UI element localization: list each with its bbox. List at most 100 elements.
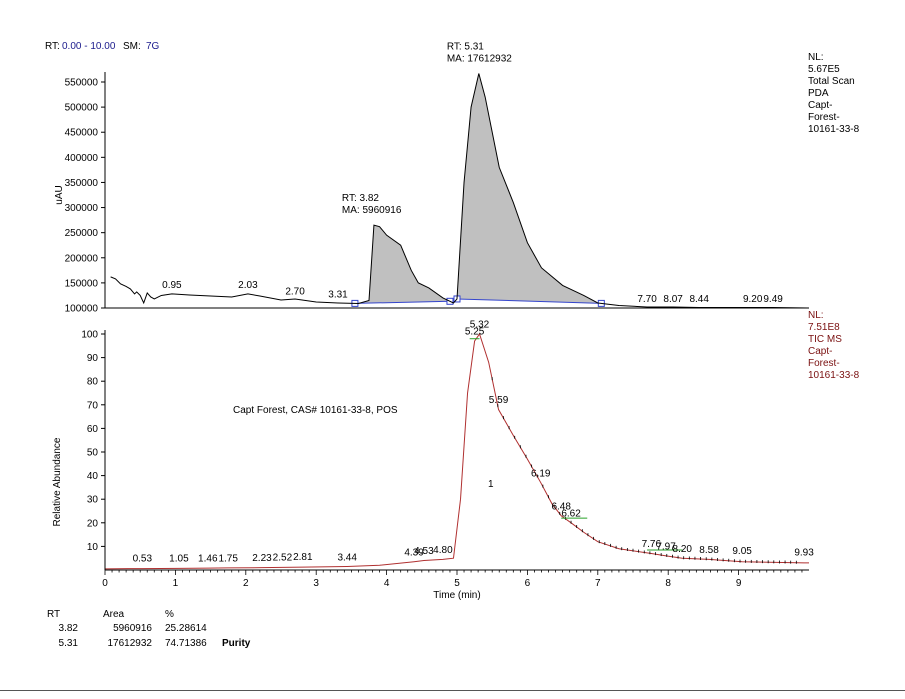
pda-legend-line: NL:: [808, 52, 824, 63]
pda-peak-label: 2.03: [238, 280, 258, 291]
tic-peak-label: 5.32: [470, 320, 490, 331]
pda-peak-label: 8.07: [663, 294, 683, 305]
sm-label: SM:: [123, 41, 141, 52]
table-row-1-percent: 25.28614: [165, 623, 207, 634]
tic-y-tick-label: 30: [87, 495, 99, 506]
table-row-2-area: 17612932: [108, 638, 153, 649]
tic-peak-label: 2.81: [293, 552, 313, 563]
tic-x-tick-label: 7: [595, 578, 601, 589]
tic-peak-label: 7.76: [642, 539, 662, 550]
pda-y-tick-label: 400000: [65, 153, 99, 164]
tic-chart-title: Capt Forest, CAS# 10161-33-8, POS: [233, 405, 398, 416]
pda-y-tick-label: 450000: [65, 128, 99, 139]
tic-y-tick-label: 20: [87, 518, 99, 529]
table-header-area: Area: [103, 609, 125, 620]
tic-peak-label: 5.59: [489, 395, 509, 406]
rt-range: 0.00 - 10.00: [62, 41, 116, 52]
tic-legend-line: Forest-: [808, 358, 840, 369]
tic-x-tick-label: 3: [313, 578, 319, 589]
tic-peak-label: 8.20: [673, 544, 693, 555]
table-row-1-area: 5960916: [113, 623, 152, 634]
peak-baseline-2: [456, 298, 602, 304]
tic-x-tick-label: 5: [454, 578, 460, 589]
peak-ma-label-2: MA: 17612932: [447, 53, 512, 64]
tic-peak-label: 4.39: [404, 547, 424, 558]
peak-baseline-1: [354, 300, 450, 304]
tic-y-tick-label: 70: [87, 400, 99, 411]
pda-legend-line: Forest-: [808, 112, 840, 123]
tic-peak-label: 4.53: [414, 546, 434, 557]
tic-peak-label: 8.58: [699, 545, 719, 556]
pda-peak-label: 9.49: [763, 294, 783, 305]
table-row-1-rt: 3.82: [59, 623, 79, 634]
bottom-divider: [0, 690, 905, 691]
pda-y-tick-label: 150000: [65, 278, 99, 289]
peak-ma-label-1: MA: 5960916: [342, 205, 402, 216]
tic-peak-label: 6.19: [531, 468, 551, 479]
pda-trace-line: [110, 73, 810, 309]
pda-peak-label: 3.31: [328, 289, 348, 300]
pda-legend-line: 10161-33-8: [808, 124, 860, 135]
tic-peak-label: 1.05: [169, 553, 189, 564]
tic-legend-line: 10161-33-8: [808, 370, 860, 381]
tic-x-tick-label: 9: [736, 578, 742, 589]
tic-peak-label: 6.62: [561, 508, 581, 519]
tic-peak-label: 9.05: [732, 546, 752, 557]
tic-y-tick-label: 60: [87, 424, 99, 435]
pda-legend-line: 5.67E5: [808, 64, 840, 75]
peak-rt-label-2: RT: 5.31: [447, 41, 484, 52]
tic-peak-label: 6.48: [551, 501, 571, 512]
purity-label: Purity: [222, 638, 251, 649]
tic-peak-label: 2.52: [273, 553, 293, 564]
tic-annotation: 1: [488, 479, 494, 490]
pda-y-tick-label: 350000: [65, 178, 99, 189]
integrated-peak-area-1: [354, 225, 450, 304]
tic-trace-line: [104, 332, 809, 570]
tic-y-tick-label: 40: [87, 471, 99, 482]
tic-x-tick-label: 6: [525, 578, 531, 589]
tic-y-tick-label: 50: [87, 448, 99, 459]
pda-peak-label: 9.20: [743, 294, 763, 305]
pda-legend-line: PDA: [808, 88, 829, 99]
tic-x-axis-label: Time (min): [433, 590, 480, 601]
tic-legend-line: Capt-: [808, 346, 832, 357]
pda-peak-label: 7.70: [637, 294, 657, 305]
tic-peak-label: 9.93: [794, 547, 814, 558]
tic-peak-label: 7.97: [656, 541, 676, 552]
pda-legend-line: Total Scan: [808, 76, 855, 87]
tic-y-tick-label: 100: [81, 330, 98, 341]
rt-label: RT:: [45, 41, 60, 52]
pda-y-tick-label: 100000: [65, 304, 99, 315]
tic-x-tick-label: 1: [173, 578, 179, 589]
pda-peak-label: 2.70: [285, 286, 305, 297]
tic-y-axis-label: Relative Abundance: [52, 437, 63, 526]
tic-x-tick-label: 8: [665, 578, 671, 589]
pda-peak-label: 8.44: [689, 294, 709, 305]
tic-peak-label: 3.44: [337, 553, 357, 564]
pda-y-tick-label: 200000: [65, 253, 99, 264]
pda-y-tick-label: 550000: [65, 78, 99, 89]
tic-legend-line: 7.51E8: [808, 322, 840, 333]
table-row-2-rt: 5.31: [59, 638, 79, 649]
pda-y-tick-label: 500000: [65, 103, 99, 114]
pda-peak-label: 0.95: [162, 280, 182, 291]
table-header-percent: %: [165, 609, 174, 620]
tic-peak-label: 1.46: [198, 553, 218, 564]
tic-peak-label: 4.80: [433, 545, 453, 556]
tic-y-tick-label: 90: [87, 353, 99, 364]
sm-value: 7G: [146, 41, 160, 52]
tic-x-tick-label: 4: [384, 578, 390, 589]
pda-y-tick-label: 250000: [65, 228, 99, 239]
tic-peak-label: 1.75: [218, 553, 238, 564]
tic-peak-label: 2.23: [252, 553, 272, 564]
tic-x-tick-label: 0: [102, 578, 108, 589]
pda-y-tick-label: 300000: [65, 203, 99, 214]
table-header-rt: RT: [47, 609, 60, 620]
tic-peak-label: 0.53: [133, 553, 153, 564]
tic-y-tick-label: 80: [87, 377, 99, 388]
tic-y-tick-label: 10: [87, 542, 99, 553]
integrated-peak-area-2: [457, 73, 602, 304]
pda-legend-line: Capt-: [808, 100, 832, 111]
tic-peak-label: 5.25: [465, 327, 485, 338]
